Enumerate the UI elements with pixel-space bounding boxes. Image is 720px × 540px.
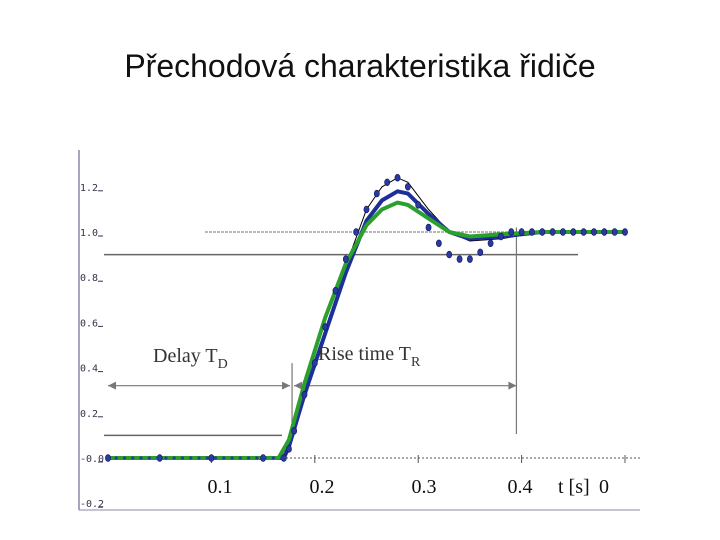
x-tick-label: 0.1 [208, 476, 233, 498]
dot-marker [539, 228, 546, 236]
arrow-head-left [108, 381, 116, 390]
arrow-head-left [294, 381, 303, 390]
dot-marker [446, 250, 453, 259]
series-group [105, 174, 628, 462]
dot-marker [180, 456, 185, 460]
x-tick-label: 0.2 [310, 476, 335, 498]
delay-arrow [108, 381, 291, 390]
dot-marker [147, 456, 151, 460]
y-tick-label: 0.6 [80, 318, 98, 329]
x-axis-label: t [s] [558, 476, 590, 498]
delay-label: Delay TD [153, 345, 228, 372]
dot-marker [322, 323, 329, 331]
dot-marker [508, 228, 515, 236]
dot-marker [611, 228, 618, 236]
y-tick-label: 0.2 [80, 409, 98, 420]
dot-marker [435, 239, 442, 248]
dot-marker [518, 228, 525, 236]
dot-marker [415, 201, 422, 209]
x-tick-label: 0.3 [412, 476, 437, 498]
dot-marker [197, 456, 201, 460]
dot-marker [286, 445, 292, 453]
dot-marker [570, 228, 577, 236]
dot-marker [301, 391, 308, 399]
dot-marker [247, 456, 251, 460]
dot-marker [384, 178, 391, 186]
dot-marker [622, 228, 628, 236]
y-tick-label: -0.2 [80, 499, 104, 510]
dot-marker [466, 255, 473, 263]
dot-marker [353, 228, 360, 236]
y-tick-label: 1.0 [80, 228, 98, 239]
dot-marker [404, 183, 411, 191]
dot-marker [549, 228, 556, 236]
rise-time-arrow [294, 381, 517, 390]
y-tick-label: -0.0 [80, 454, 104, 465]
x-tick-label: 0 [599, 476, 609, 498]
dot-marker [106, 456, 110, 460]
dot-marker [291, 427, 298, 435]
rise-time-label: Rise time TR [318, 343, 421, 370]
dot-marker [373, 189, 380, 198]
dot-marker [222, 456, 226, 460]
dot-marker [311, 359, 318, 367]
dot-marker [230, 456, 234, 460]
dot-marker [560, 228, 566, 236]
dot-marker [601, 228, 608, 236]
dot-marker [238, 456, 242, 460]
annotations: Delay TD Rise time TR [153, 343, 421, 372]
dot-marker [487, 239, 494, 248]
arrow-head-right [508, 381, 517, 390]
y-tick-label: 0.8 [80, 273, 98, 284]
reference-lines [104, 227, 625, 437]
dot-marker [156, 456, 160, 460]
dot-marker [208, 454, 215, 462]
dot-marker [280, 456, 284, 460]
dot-marker [456, 255, 463, 263]
dot-marker [271, 456, 276, 460]
dot-marker [263, 456, 267, 460]
dot-marker [139, 456, 143, 460]
dot-marker [122, 456, 127, 460]
arrow-head-right [282, 381, 291, 390]
dot-marker [114, 456, 118, 460]
dot-marker [477, 248, 484, 257]
y-tick-label: 0.4 [80, 364, 98, 375]
dot-marker [131, 456, 135, 460]
dot-marker [332, 287, 339, 295]
dot-marker [189, 456, 193, 460]
dot-marker [580, 228, 587, 236]
dot-marker [164, 456, 168, 460]
x-tick-labels: 0.1 0.2 0.3 0.4 0 [208, 476, 610, 498]
dot-marker [529, 228, 535, 236]
dot-marker [205, 456, 209, 460]
x-tick-label: 0.4 [508, 476, 533, 498]
y-tick-label: 1.2 [80, 183, 98, 194]
dot-marker [213, 456, 218, 460]
slide-title: Přechodová charakteristika řidiče [124, 48, 596, 84]
dot-marker [498, 232, 504, 241]
dot-marker [342, 255, 349, 263]
dot-marker [591, 228, 597, 236]
series-line [108, 200, 625, 460]
dot-marker [425, 223, 432, 232]
dot-marker [255, 456, 259, 460]
dot-marker [363, 205, 370, 214]
dot-marker [394, 174, 401, 182]
dot-marker [172, 456, 176, 460]
